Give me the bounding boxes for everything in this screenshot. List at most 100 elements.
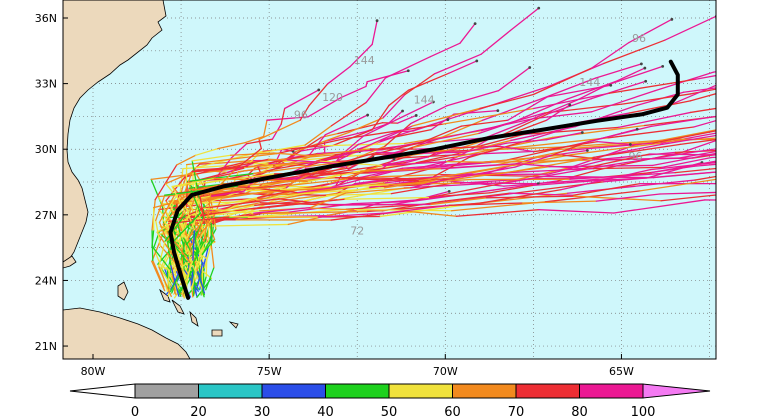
ensemble-track-segment [155,194,166,222]
ensemble-track-segment [749,146,780,148]
ensemble-track-segment [735,144,780,150]
ensemble-track-segment [449,202,524,206]
forecast-hour-label: 96 [294,109,308,122]
ensemble-track-segment [438,119,483,140]
ensemble-track-segment [755,100,780,110]
track-end-dot [401,109,404,113]
ensemble-track-segment [500,164,614,185]
ensemble-track-segment [652,171,716,179]
track-end-dot [475,59,479,63]
colorbar-tick-label: 40 [317,405,334,420]
ensemble-track-segment [380,156,430,166]
ensemble-track-segment [689,107,716,114]
ensemble-track-segment [356,125,413,152]
ensemble-track-segment [158,192,177,224]
ensemble-track-segment [157,263,173,288]
ensemble-track-segment [218,203,241,214]
bahamas-long-island [189,310,199,327]
ensemble-track-segment [538,209,615,214]
ensemble-track-segment [351,200,413,205]
ensemble-track-segment [508,192,574,196]
ensemble-track-segment [418,164,511,182]
ensemble-track-segment [509,7,540,32]
bahamas-eleuthera [159,288,171,303]
ensemble-track-segment [382,160,448,167]
ensemble-track-segment [479,93,535,110]
ensemble-track-segment [661,156,713,169]
ensemble-track-segment [769,64,780,79]
ensemble-track-segment [741,165,780,169]
lat-label: 27N [35,209,57,222]
ensemble-track-segment [492,180,559,191]
ensemble-track-segment [639,178,716,192]
lon-label: 80W [81,365,106,378]
ensemble-track-segment [460,119,509,127]
ensemble-track-segment [266,116,309,121]
lat-label: 30N [35,143,57,156]
track-end-dot [528,66,532,69]
ensemble-track-segment [326,66,351,85]
ensemble-track-segment [415,197,425,201]
track-end-dot [639,62,643,66]
ensemble-track-segment [712,71,716,73]
ensemble-track-segment [521,200,597,204]
ensemble-track-segment [767,150,780,163]
ensemble-track-segment [388,89,410,107]
ensemble-track-segment [731,193,780,198]
ensemble-track-segment [503,182,539,187]
ensemble-track-segment [445,160,485,163]
map-plot-area: 9614412014414412014496120120120120120967… [63,0,780,359]
ensemble-track-segment [310,192,347,209]
ensemble-track-segment [421,125,463,143]
colorbar-left-arrow [69,383,136,399]
ensemble-track-segment [186,172,255,183]
ensemble-track-segment [649,153,716,156]
ensemble-track-segment [237,164,289,173]
track-end-dot [568,103,572,107]
track-end-dot [643,66,647,70]
ensemble-track-segment [299,105,310,121]
ensemble-track-segment [412,118,449,132]
ensemble-track-segment [191,168,221,173]
ensemble-track-segment [694,175,716,181]
ensemble-track-segment [191,263,203,289]
ensemble-track-segment [326,193,393,196]
ensemble-track-segment [383,173,473,189]
ensemble-track-segment [485,195,575,199]
ensemble-track-segment [590,41,630,69]
ensemble-track-segment [532,92,610,110]
bahamas-mayaguana [228,321,239,329]
forecast-hour-label: 144 [414,93,435,106]
ensemble-track-segment [546,84,612,98]
ensemble-track-segment [714,182,716,185]
track-end-dot [414,114,418,117]
ensemble-track-segment [152,259,165,288]
ensemble-track-segment [537,168,594,172]
ensemble-track-segment [664,15,716,41]
ensemble-track-segment [344,196,431,200]
ensemble-track-segment [617,111,692,129]
ensemble-track-segment [234,147,262,171]
ensemble-track-segment [566,179,696,194]
ensemble-track-segment [543,77,597,99]
ensemble-track-segment [315,152,344,162]
ensemble-track-segment [560,168,652,191]
ensemble-track-segment [283,167,351,180]
ensemble-track-segment [410,179,442,189]
ensemble-track-segment [480,29,512,55]
ensemble-track-segment [251,186,335,195]
ensemble-track-segment [499,145,535,153]
ensemble-track-segment [693,163,716,167]
colorbar-tick-label: 70 [508,405,525,420]
ensemble-track-segment [337,151,378,165]
ensemble-track-segment [693,74,716,81]
ensemble-track-segment [407,72,450,91]
ensemble-track-segment [261,210,369,215]
ensemble-track-segment [347,117,384,134]
ensemble-track-segment [371,104,390,131]
ensemble-track-segment [295,131,350,153]
track-end-dot [742,83,745,86]
ensemble-track-segment [384,122,412,147]
ensemble-track-segment [660,132,716,144]
ensemble-track-segment [203,207,255,214]
